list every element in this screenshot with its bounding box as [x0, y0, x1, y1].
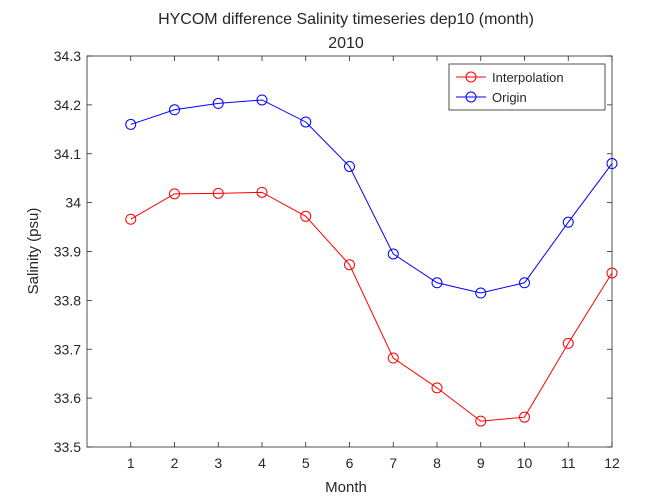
y-tick-label: 34.2 — [54, 97, 81, 113]
legend-marker-interpolation — [465, 71, 477, 83]
data-point-interpolation — [431, 382, 443, 394]
legend: Interpolation Origin — [448, 63, 606, 111]
data-point-origin — [212, 97, 224, 109]
y-tick-label: 34 — [65, 195, 81, 211]
data-point-interpolation — [256, 186, 268, 198]
data-point-origin — [125, 118, 137, 130]
series-line-interpolation — [130, 191, 613, 422]
x-tick-label: 1 — [127, 455, 135, 471]
data-point-origin — [256, 94, 268, 106]
x-tick-label: 9 — [477, 455, 485, 471]
data-point-interpolation — [606, 267, 618, 279]
data-point-interpolation — [387, 352, 399, 364]
data-point-interpolation — [125, 213, 137, 225]
x-tick-label: 7 — [389, 455, 397, 471]
data-point-interpolation — [169, 188, 180, 200]
series-line-origin — [130, 99, 613, 294]
legend-box — [448, 63, 606, 111]
axes-box — [86, 55, 613, 448]
x-tick-label: 2 — [171, 455, 179, 471]
y-tick-label: 33.8 — [54, 292, 81, 308]
data-point-origin — [387, 248, 399, 260]
y-tick-label: 34.1 — [54, 146, 81, 162]
x-tick-label: 8 — [433, 455, 441, 471]
x-tick-label: 11 — [561, 455, 576, 471]
data-point-origin — [606, 158, 618, 170]
data-point-origin — [431, 277, 443, 289]
chart-title: HYCOM difference Salinity timeseries dep… — [158, 11, 534, 28]
data-point-interpolation — [344, 259, 355, 271]
data-point-origin — [562, 216, 574, 228]
data-point-interpolation — [212, 187, 224, 199]
legend-label-origin: Origin — [492, 90, 527, 105]
plot-area: 1 2 3 4 5 6 7 8 9 10 11 1233.533.633.733.833.93434.… — [54, 48, 620, 471]
x-tick-label: 4 — [258, 455, 266, 471]
data-point-interpolation — [300, 210, 312, 222]
x-tick-label: 10 — [517, 455, 533, 471]
y-axis-label: Salinity (psu) — [25, 208, 42, 295]
data-point-interpolation — [475, 415, 487, 427]
x-axis-label: Month — [325, 479, 367, 496]
data-point-origin — [344, 160, 355, 172]
y-tick-label: 33.9 — [54, 244, 81, 260]
data-point-origin — [300, 116, 312, 128]
data-point-interpolation — [562, 337, 574, 349]
x-tick-label: 12 — [604, 455, 620, 471]
y-tick-label: 33.5 — [54, 439, 81, 455]
data-point-interpolation — [519, 411, 530, 423]
data-point-origin — [475, 287, 487, 299]
y-tick-label: 33.7 — [54, 341, 81, 357]
data-point-origin — [169, 104, 180, 116]
data-point-origin — [519, 277, 530, 289]
legend-label-interpolation: Interpolation — [492, 70, 564, 85]
chart-subtitle: 2010 — [328, 35, 364, 52]
y-tick-label: 33.6 — [54, 390, 81, 406]
x-tick-label: 3 — [214, 455, 222, 471]
legend-marker-origin — [465, 91, 477, 103]
y-tick-label: 34.3 — [54, 48, 81, 64]
x-tick-label: 5 — [302, 455, 310, 471]
x-tick-label: 6 — [346, 455, 354, 471]
